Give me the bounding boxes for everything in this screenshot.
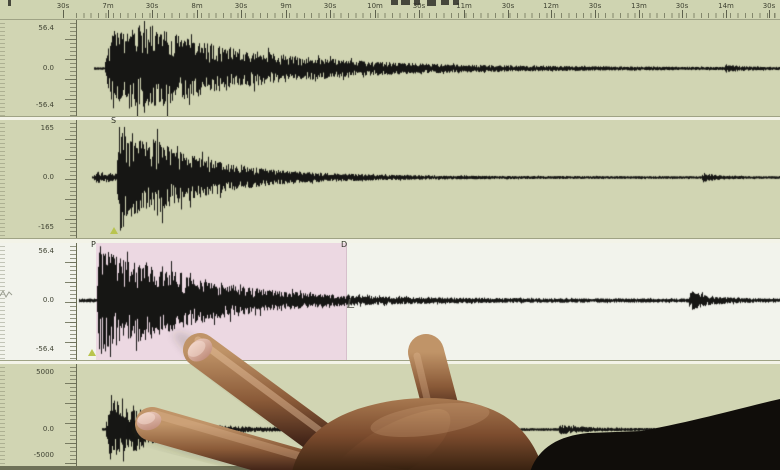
time-ruler-label: 7m xyxy=(102,2,114,10)
left-edge-ruler xyxy=(0,119,5,238)
panel-separator xyxy=(0,238,780,243)
phase-label-s[interactable]: S xyxy=(111,116,117,125)
time-ruler-label: 30s xyxy=(501,2,515,10)
time-ruler-label: 30s xyxy=(323,2,337,10)
amp-label-zero: 0.0 xyxy=(42,296,54,304)
time-ruler-label: 10m xyxy=(367,2,383,10)
toolbar-remnant-icon xyxy=(391,0,398,5)
trace-canvas-1[interactable] xyxy=(76,19,780,116)
time-ruler-label: 9m xyxy=(280,2,292,10)
phase-label-p[interactable]: P xyxy=(91,240,96,249)
amp-label-bottom: -165 xyxy=(38,223,54,231)
trace-panel-4: 5000 0.0 -5000 xyxy=(0,363,780,466)
time-ruler-major-tick xyxy=(63,10,64,18)
amp-label-top: 165 xyxy=(40,124,54,132)
screen-bottom-edge xyxy=(0,466,780,470)
time-ruler-label: 12m xyxy=(543,2,559,10)
amp-label-zero: 0.0 xyxy=(42,64,54,72)
time-ruler-major-tick xyxy=(726,10,727,18)
duration-label-d[interactable]: D xyxy=(341,240,348,249)
time-ruler-label: 11m xyxy=(456,2,472,10)
time-ruler-major-tick xyxy=(375,10,376,18)
left-edge-ruler xyxy=(0,242,5,360)
trace-canvas-3[interactable] xyxy=(76,242,780,360)
time-ruler-major-tick xyxy=(464,10,465,18)
time-ruler-label: 30s xyxy=(56,2,70,10)
time-ruler: 30s 7m 30s 8m 30s 9m 30s 10m 30s 11m 30s 12m 30s 13m 3… xyxy=(0,0,780,20)
amplitude-scale-ruler xyxy=(57,363,77,466)
panel-separator xyxy=(0,116,780,120)
time-ruler-major-tick xyxy=(419,10,420,18)
time-ruler-major-tick xyxy=(286,10,287,18)
time-ruler-major-tick xyxy=(551,10,552,18)
toolbar-remnant-icon xyxy=(414,0,420,5)
amplitude-scale-ruler xyxy=(57,119,77,238)
toolbar-remnant-icon xyxy=(453,0,459,5)
trace-panel-2: 165 0.0 -165 xyxy=(0,119,780,238)
toolbar-remnant-icon xyxy=(427,0,436,6)
time-ruler-label: 30s xyxy=(762,2,776,10)
time-ruler-major-tick xyxy=(508,10,509,18)
time-ruler-label: 30s xyxy=(234,2,248,10)
time-ruler-major-tick xyxy=(108,10,109,18)
time-ruler-label: 30s xyxy=(588,2,602,10)
amplitude-scale-ruler xyxy=(57,242,77,360)
time-ruler-label: 30s xyxy=(675,2,689,10)
time-ruler-major-tick xyxy=(769,10,770,18)
amp-label-top: 5000 xyxy=(36,368,54,376)
phase-pick-p[interactable] xyxy=(88,349,96,356)
panel-separator xyxy=(0,360,780,364)
amp-label-zero: 0.0 xyxy=(42,173,54,181)
time-ruler-major-tick xyxy=(152,10,153,18)
trace-canvas-4[interactable] xyxy=(76,363,780,466)
time-ruler-major-tick xyxy=(682,10,683,18)
amp-label-bottom: -56.4 xyxy=(35,101,54,109)
toolbar-remnant-icon xyxy=(441,0,449,5)
amp-label-top: 56.4 xyxy=(38,24,54,32)
toolbar-remnant-icon xyxy=(401,0,410,5)
amp-label-top: 56.4 xyxy=(38,247,54,255)
amp-label-bottom: -5000 xyxy=(33,451,54,459)
time-ruler-label: 8m xyxy=(191,2,203,10)
time-ruler-major-tick xyxy=(330,10,331,18)
phase-pick-s[interactable] xyxy=(110,227,118,234)
toolbar-remnant-icon xyxy=(8,0,11,6)
time-ruler-label: 30s xyxy=(145,2,159,10)
trace-panel-1: 56.4 0.0 -56.4 xyxy=(0,19,780,116)
time-ruler-label: 13m xyxy=(631,2,647,10)
time-ruler-ticks xyxy=(76,13,780,18)
time-ruler-label: 30s xyxy=(412,2,426,10)
trace-panel-3: 56.4 0.0 -56.4 xyxy=(0,242,780,360)
time-ruler-major-tick xyxy=(197,10,198,18)
amplitude-scale-ruler xyxy=(57,19,77,116)
left-edge-ruler xyxy=(0,19,5,116)
amp-label-zero: 0.0 xyxy=(42,425,54,433)
left-edge-ruler xyxy=(0,363,5,466)
time-ruler-major-tick xyxy=(241,10,242,18)
amp-label-bottom: -56.4 xyxy=(35,345,54,353)
time-ruler-major-tick xyxy=(595,10,596,18)
trace-canvas-2[interactable] xyxy=(76,119,780,238)
time-ruler-label: 14m xyxy=(718,2,734,10)
time-ruler-major-tick xyxy=(639,10,640,18)
